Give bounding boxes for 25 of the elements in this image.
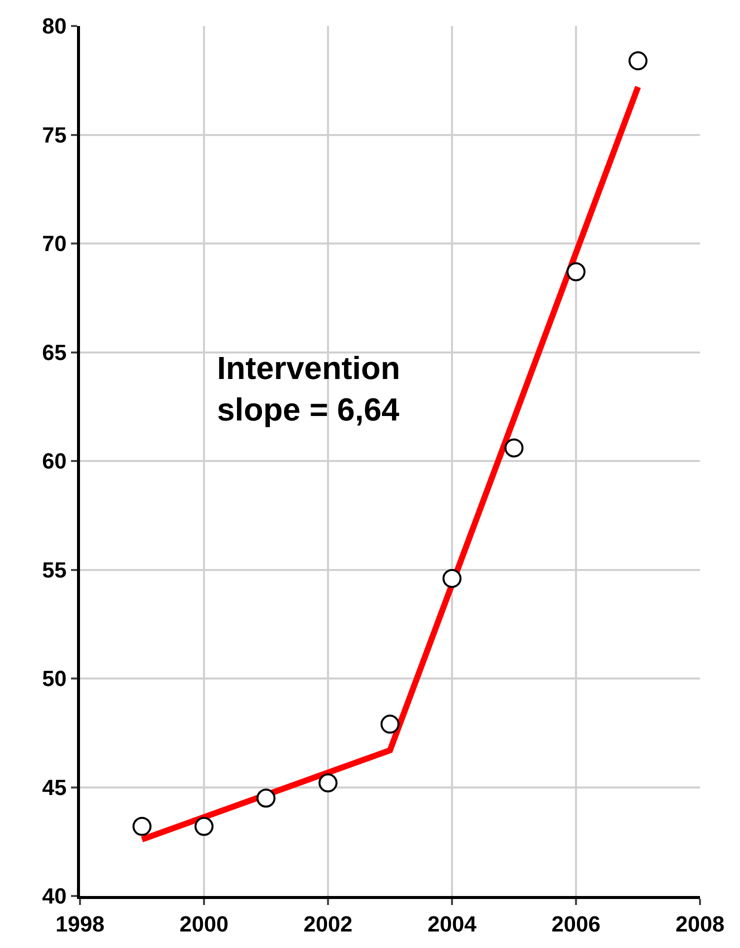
y-tick-label: 80 bbox=[42, 14, 67, 39]
x-tick-label: 1998 bbox=[56, 911, 104, 936]
y-tick-label: 50 bbox=[42, 666, 67, 692]
y-tick-label: 40 bbox=[42, 884, 67, 909]
y-tick-label: 75 bbox=[42, 122, 67, 148]
point bbox=[318, 773, 338, 792]
point bbox=[380, 714, 400, 734]
point bbox=[256, 788, 276, 808]
annotation: Intervention slope = 6,64 bbox=[217, 350, 400, 428]
y-tick-label: 45 bbox=[42, 774, 67, 800]
point bbox=[628, 51, 648, 70]
point bbox=[566, 262, 586, 282]
x-tick-label: 2008 bbox=[676, 911, 724, 936]
point bbox=[132, 816, 152, 836]
y-tick-label: 70 bbox=[42, 231, 67, 256]
y-tick-label: 60 bbox=[42, 448, 67, 474]
point bbox=[194, 816, 214, 836]
x-tick-label: 2000 bbox=[180, 911, 228, 936]
x-tick-label: 2006 bbox=[552, 911, 600, 936]
x-tick-label: 2004 bbox=[428, 911, 478, 936]
x-tick-label: 2002 bbox=[304, 911, 352, 936]
y-tick-label: 65 bbox=[42, 340, 67, 365]
point bbox=[504, 438, 524, 458]
y-tick-label: 55 bbox=[42, 557, 67, 582]
point bbox=[442, 568, 462, 588]
